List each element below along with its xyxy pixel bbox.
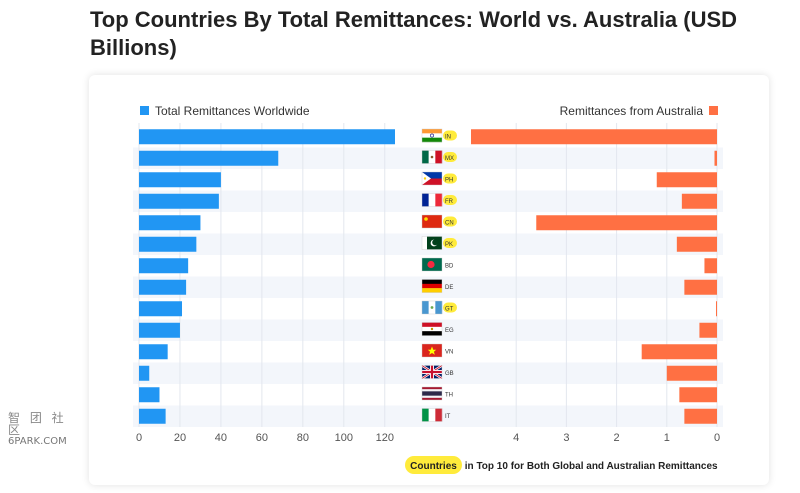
legend-australia-swatch (709, 106, 718, 115)
footer-text: in Top 10 for Both Global and Australian… (462, 461, 718, 472)
italy-flag (421, 408, 443, 422)
bar-world-gb (139, 365, 150, 381)
bar-world-eg (139, 322, 180, 338)
bar-world-cn (139, 215, 201, 231)
bar-world-ph (139, 172, 221, 188)
uk-flag (421, 364, 443, 380)
bar-australia-in (471, 129, 717, 145)
left-tick-label: 20 (174, 432, 186, 444)
right-tick-label: 1 (664, 432, 670, 444)
code-highlight (443, 152, 457, 162)
vietnam-flag (421, 343, 443, 358)
bar-australia-th (679, 387, 717, 403)
left-tick-label: 60 (256, 432, 268, 444)
bar-world-it (139, 408, 166, 424)
bar-australia-cn (536, 215, 717, 231)
page-title: Top Countries By Total Remittances: Worl… (90, 7, 738, 60)
bar-australia-mx (714, 150, 717, 166)
egypt-flag (421, 322, 443, 336)
legend-australia-label: Remittances from Australia (560, 104, 704, 118)
right-tick-label: 2 (614, 432, 620, 444)
country-code-pk: PK (445, 242, 453, 248)
bar-world-pk (139, 236, 197, 252)
code-highlight (443, 173, 457, 184)
guatemala-flag (421, 300, 443, 315)
country-code-ph: PH (445, 178, 453, 184)
flag-column: IN MX PH FR CN PK BD DE GT EG VN GB TH IT (421, 128, 457, 422)
country-code-th: TH (445, 393, 453, 399)
bar-australia-gb (666, 365, 717, 381)
france-flag (421, 193, 443, 207)
watermark-glyphs: 智 团 社 区 (8, 411, 67, 437)
left-tick-label: 100 (335, 432, 353, 444)
bar-world-fr (139, 193, 219, 209)
mexico-flag (421, 150, 443, 164)
right-tick-label: 3 (563, 432, 569, 444)
legend-world-swatch (140, 106, 149, 115)
footer-note: Countries in Top 10 for Both Global and … (405, 456, 718, 474)
footer-highlight-pill (405, 456, 462, 474)
australia-bars (471, 129, 717, 424)
bar-australia-gt (715, 301, 717, 317)
country-code-in: IN (445, 135, 451, 141)
bar-australia-vn (641, 344, 717, 360)
watermark-text: 6PARK.COM (8, 436, 67, 447)
legend-world-label: Total Remittances Worldwide (155, 104, 310, 118)
bar-australia-pk (676, 236, 717, 252)
india-flag (421, 128, 443, 143)
country-code-cn: CN (445, 221, 454, 227)
bangladesh-flag (421, 257, 443, 272)
country-code-gb: GB (445, 371, 454, 377)
china-flag (421, 214, 443, 229)
code-highlight (443, 302, 457, 313)
germany-flag (421, 279, 443, 293)
code-highlight (443, 130, 457, 141)
country-code-vn: VN (445, 350, 453, 356)
bar-world-bd (139, 258, 189, 274)
bar-world-vn (139, 344, 168, 360)
left-tick-label: 0 (136, 432, 142, 444)
left-tick-label: 40 (215, 432, 227, 444)
bar-world-in (139, 129, 395, 145)
world-bars (139, 129, 395, 424)
footer-highlight-text: Countries (410, 461, 457, 472)
thailand-flag (421, 386, 443, 401)
left-tick-label: 80 (297, 432, 309, 444)
bar-world-de (139, 279, 187, 295)
legend-world: Total Remittances Worldwide (140, 104, 310, 118)
bar-australia-eg (699, 322, 717, 338)
country-code-bd: BD (445, 264, 454, 270)
bar-world-mx (139, 150, 279, 166)
code-highlight (443, 238, 457, 248)
pakistan-flag (421, 236, 443, 250)
bar-australia-de (684, 279, 717, 295)
country-code-mx: MX (445, 156, 454, 162)
country-code-gt: GT (445, 307, 454, 313)
bar-australia-bd (704, 258, 717, 274)
country-code-eg: EG (445, 328, 454, 334)
right-tick-label: 4 (513, 432, 519, 444)
right-tick-label: 0 (714, 432, 720, 444)
bar-australia-ph (656, 172, 717, 188)
country-code-it: IT (445, 414, 451, 420)
legend-australia: Remittances from Australia (560, 104, 718, 118)
left-axis-ticks: 0 20 40 60 80 100 120 (136, 432, 394, 444)
country-code-fr: FR (445, 199, 454, 205)
watermark: 智 团 社 区 6PARK.COM (8, 412, 88, 448)
bar-australia-it (684, 408, 717, 424)
right-axis-ticks: 4 3 2 1 0 (513, 432, 720, 444)
philippines-flag (421, 171, 443, 186)
country-code-de: DE (445, 285, 453, 291)
bar-australia-fr (681, 193, 717, 209)
code-highlight (443, 216, 457, 227)
bar-world-th (139, 387, 160, 403)
bar-world-gt (139, 301, 183, 317)
code-highlight (443, 195, 457, 205)
left-tick-label: 120 (376, 432, 394, 444)
